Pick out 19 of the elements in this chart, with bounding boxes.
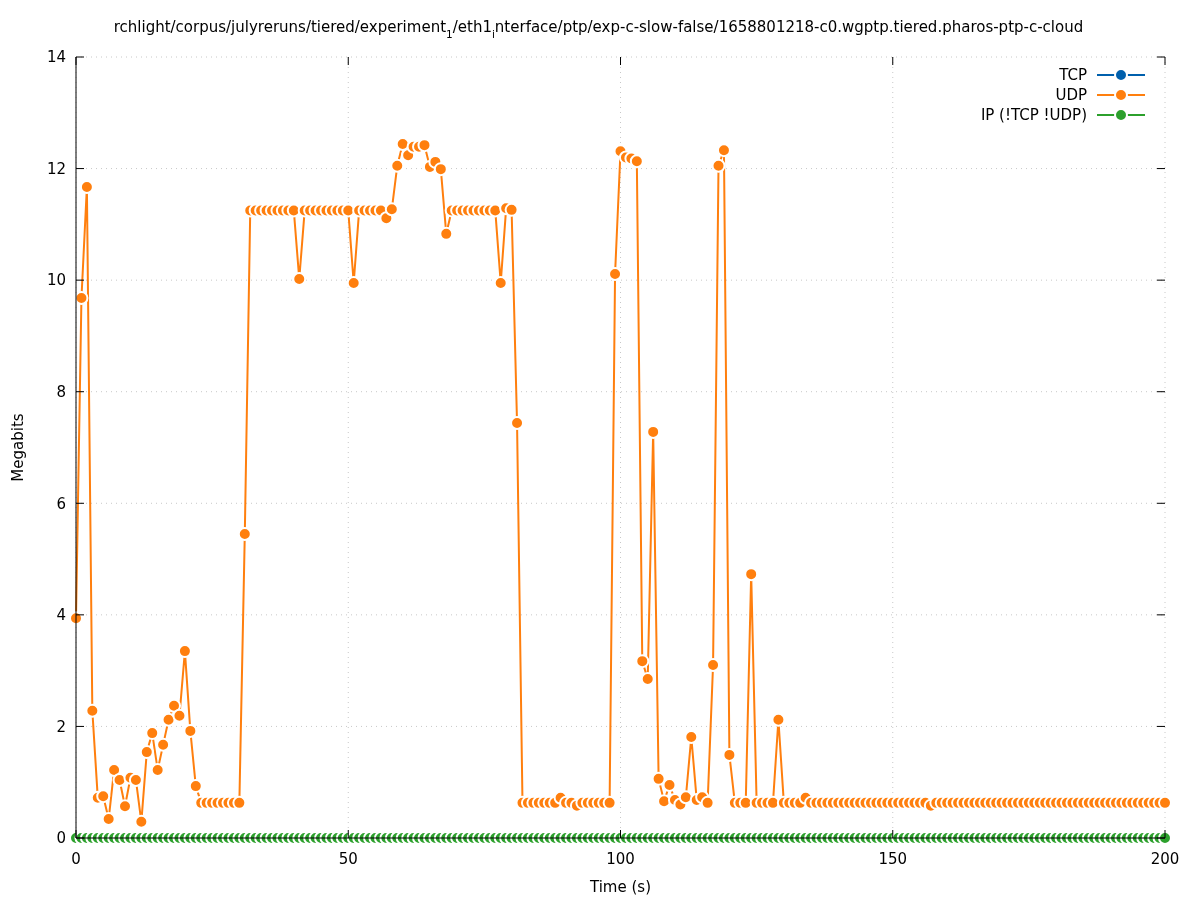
x-tick-label: 150: [878, 850, 908, 868]
x-tick-label: 200: [1150, 850, 1180, 868]
x-tick-label: 50: [338, 850, 358, 868]
y-tick-label: 14: [46, 48, 66, 67]
legend-label: UDP: [1055, 86, 1087, 105]
x-axis-title: Time (s): [589, 878, 651, 896]
x-tick-label: 0: [71, 850, 81, 868]
y-tick-label: 10: [46, 271, 66, 290]
y-tick-label: 0: [56, 829, 66, 848]
legend-label: IP (!TCP !UDP): [980, 106, 1087, 125]
y-axis-title: Megabits: [9, 413, 27, 482]
y-tick-label: 12: [46, 159, 66, 178]
chart-title: rchlight/corpus/julyreruns/tiered/experiment$_{1}$/eth1$_{i}$nterface/ptp/exp-c-slow-false/1658801218-c0.wgptp.tiered.pharos-ptp-c-cloud: [113, 18, 1084, 40]
x-tick-label: 100: [606, 850, 635, 868]
y-tick-label: 2: [56, 717, 66, 736]
y-tick-label: 8: [56, 382, 66, 401]
y-tick-label: 6: [56, 494, 66, 513]
y-tick-label: 4: [56, 606, 66, 625]
legend-label: TCP: [1058, 66, 1087, 85]
